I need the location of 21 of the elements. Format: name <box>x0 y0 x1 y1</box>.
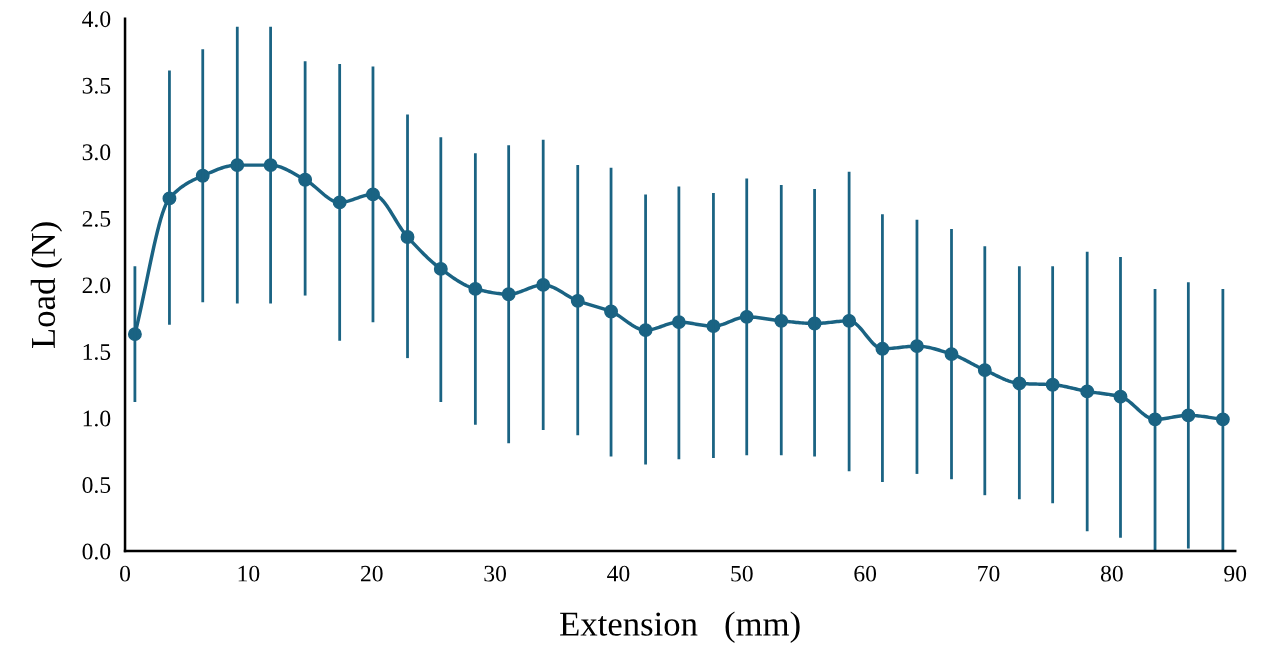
x-tick-label: 30 <box>484 565 506 582</box>
y-tick-label: 1.5 <box>83 344 111 360</box>
y-axis-title: Load (N) <box>30 222 63 349</box>
y-tick-label: 3.5 <box>82 77 111 94</box>
x-tick-label: 10 <box>238 565 260 582</box>
y-tick-label: 2.5 <box>82 210 111 227</box>
x-tick-label: 60 <box>854 565 877 582</box>
x-tick-label: 80 <box>1100 565 1123 582</box>
y-tick-label: 0.5 <box>82 477 111 494</box>
y-tick-label: 0.0 <box>82 543 111 560</box>
y-tick-label: 1.0 <box>83 410 111 427</box>
x-axis-title: Extension (mm) <box>560 611 800 643</box>
y-tick-label: 3.0 <box>82 144 111 161</box>
y-tick-label: 4.0 <box>82 11 111 28</box>
x-tick-label: 0 <box>120 565 131 582</box>
x-tick-label: 40 <box>607 565 630 582</box>
x-tick-label: 70 <box>978 565 1000 582</box>
x-tick-label: 20 <box>360 565 383 582</box>
y-tick-label: 2.0 <box>82 277 111 294</box>
x-tick-label: 50 <box>731 565 753 582</box>
x-tick-label: 90 <box>1224 565 1247 582</box>
